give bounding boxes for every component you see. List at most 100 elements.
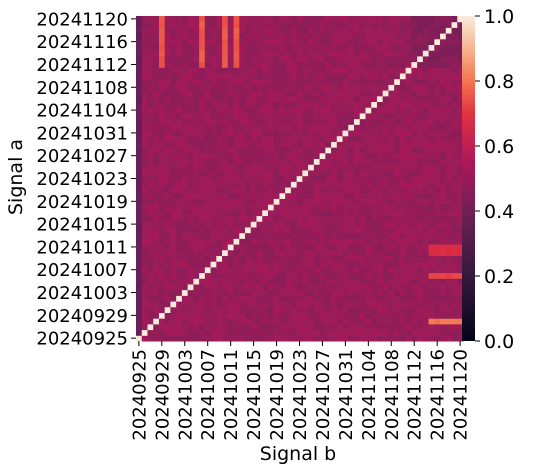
heatmap-cell: [313, 175, 321, 182]
heatmap-cell: [181, 152, 189, 160]
heatmap-cell: [181, 130, 189, 137]
heatmap-cell: [371, 141, 378, 148]
heatmap-cell: [256, 67, 263, 74]
heatmap-cell: [136, 306, 143, 313]
heatmap-cell: [394, 84, 401, 91]
heatmap-cell: [399, 38, 407, 46]
heatmap-cell: [227, 16, 235, 23]
heatmap-cell: [440, 232, 447, 239]
heatmap-cell: [365, 329, 372, 336]
heatmap-cell: [181, 61, 189, 68]
heatmap-cell: [204, 130, 212, 137]
heatmap-cell: [285, 249, 292, 256]
heatmap-cell: [227, 261, 235, 268]
heatmap-cell: [451, 278, 458, 285]
heatmap-cell: [153, 152, 160, 160]
heatmap-cell: [141, 232, 148, 239]
heatmap-cell: [210, 335, 217, 342]
heatmap-cell: [204, 112, 212, 120]
heatmap-cell: [422, 232, 430, 239]
heatmap-cell: [388, 73, 395, 80]
heatmap-cell: [262, 266, 269, 274]
heatmap-cell: [199, 164, 206, 171]
heatmap-cell: [222, 198, 229, 205]
heatmap-cell: [227, 215, 235, 222]
heatmap-cell: [325, 232, 332, 239]
heatmap-cell: [422, 61, 430, 68]
heatmap-cell: [296, 78, 303, 85]
heatmap-cell: [302, 226, 309, 234]
heatmap-cell: [422, 21, 430, 28]
heatmap-cell: [313, 209, 321, 217]
heatmap-cell: [434, 44, 441, 51]
heatmap-cell: [342, 135, 349, 142]
heatmap-cell: [233, 112, 240, 120]
heatmap-cell: [158, 323, 166, 331]
heatmap-cell: [296, 215, 303, 222]
heatmap-cell: [187, 141, 194, 148]
heatmap-cell: [405, 283, 412, 291]
heatmap-cell: [290, 249, 298, 256]
heatmap-cell: [222, 44, 229, 51]
heatmap-cell: [376, 209, 384, 217]
heatmap-cell: [153, 335, 160, 342]
heatmap-cell: [348, 164, 355, 171]
heatmap-cell: [233, 33, 240, 40]
heatmap-cell: [193, 164, 200, 171]
heatmap-cell: [273, 335, 280, 342]
heatmap-cell: [308, 238, 315, 245]
heatmap-cell: [422, 112, 430, 120]
heatmap-cell: [181, 118, 189, 125]
heatmap-cell: [434, 272, 441, 279]
heatmap-cell: [245, 130, 252, 137]
heatmap-cell: [170, 55, 177, 63]
heatmap-cell: [158, 44, 166, 51]
heatmap-cell: [136, 130, 143, 137]
heatmap-cell: [222, 90, 229, 97]
heatmap-cell: [342, 323, 349, 331]
heatmap-cell: [227, 312, 235, 319]
heatmap-cell: [141, 226, 148, 234]
heatmap-cell: [153, 261, 160, 268]
heatmap-cell: [290, 318, 298, 325]
heatmap-cell: [279, 278, 286, 285]
heatmap-cell: [262, 232, 269, 239]
heatmap-cell: [279, 215, 286, 222]
heatmap-cell: [245, 238, 252, 245]
heatmap-cell: [336, 323, 344, 331]
heatmap-cell: [319, 130, 326, 137]
heatmap-cell: [141, 90, 148, 97]
heatmap-cell: [164, 101, 171, 108]
heatmap-cell: [267, 232, 275, 239]
heatmap-cell: [147, 306, 154, 313]
heatmap-cell: [141, 318, 148, 325]
heatmap-cell: [164, 289, 171, 296]
heatmap-cell: [394, 301, 401, 308]
heatmap-cell: [227, 192, 235, 199]
heatmap-cell: [227, 124, 235, 131]
heatmap-cell: [279, 204, 286, 211]
heatmap-cell: [216, 95, 223, 103]
heatmap-cell: [267, 204, 275, 211]
heatmap-cell: [451, 90, 458, 97]
heatmap-cell: [193, 107, 200, 114]
heatmap-cell: [302, 261, 309, 268]
heatmap-cell: [187, 244, 194, 251]
heatmap-cell: [313, 335, 321, 342]
heatmap-cell: [181, 107, 189, 114]
heatmap-cell: [365, 44, 372, 51]
heatmap-cell: [176, 130, 183, 137]
heatmap-cell: [273, 61, 280, 68]
heatmap-cell: [233, 249, 240, 256]
heatmap-cell: [296, 266, 303, 274]
heatmap-cell: [256, 152, 263, 160]
heatmap-cell: [428, 164, 435, 171]
heatmap-cell: [308, 90, 315, 97]
heatmap-cell: [411, 232, 418, 239]
heatmap-cell: [199, 318, 206, 325]
heatmap-cell: [308, 175, 315, 182]
heatmap-cell: [296, 164, 303, 171]
heatmap-cell: [227, 181, 235, 188]
heatmap-cell: [319, 158, 326, 165]
heatmap-cell: [164, 118, 171, 125]
